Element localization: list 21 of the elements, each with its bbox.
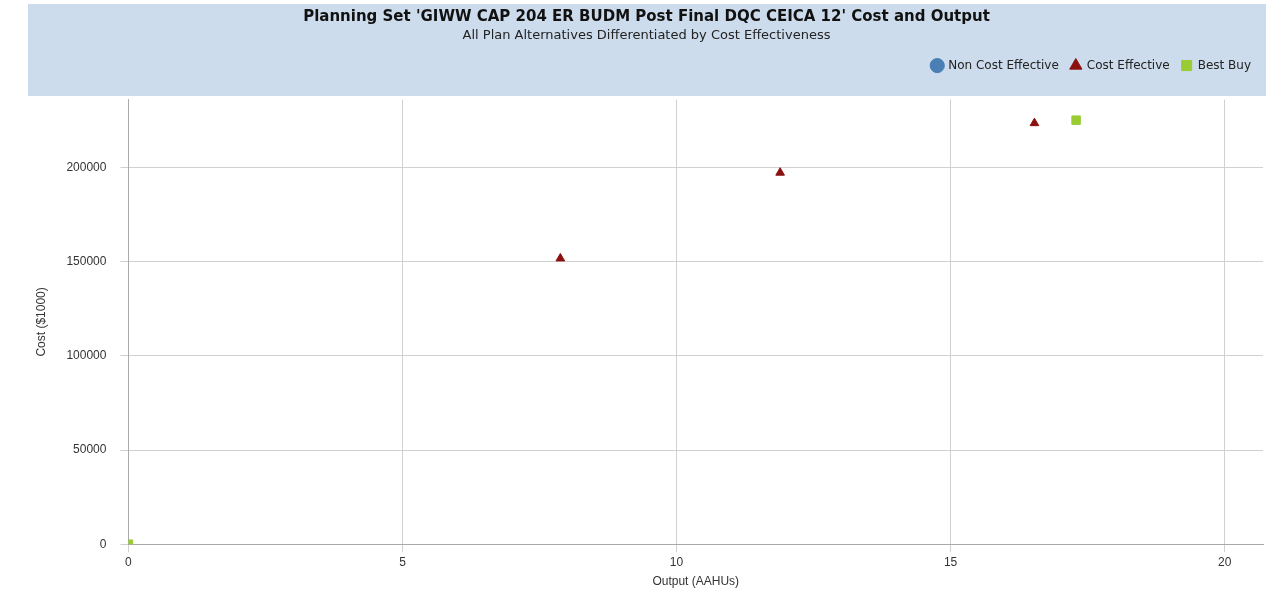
y-tick-label: 0 (99, 536, 107, 551)
point (555, 252, 566, 262)
y-tick-label: 150000 (66, 253, 107, 268)
point (1029, 117, 1040, 127)
x-tick-label: 5 (399, 554, 407, 569)
y-tick-label: 200000 (66, 159, 107, 174)
point (1071, 115, 1081, 125)
legend-label: Cost Effective (1086, 57, 1170, 72)
legend-label: Non Cost Effective (948, 57, 1059, 72)
y-tick-label: 50000 (73, 442, 107, 457)
x-tick-label: 15 (943, 554, 958, 569)
chart-subtitle: All Plan Alternatives Differentiated by Cost Effectiveness (462, 27, 831, 43)
legend-label: Best Buy (1197, 57, 1251, 72)
x-tick-label: 10 (669, 554, 684, 569)
x-tick-label: 20 (1217, 554, 1232, 569)
y-tick-label: 100000 (66, 348, 107, 363)
x-axis-title: Output (AAHUs) (652, 574, 740, 589)
point (775, 167, 785, 176)
chart-title: Planning Set 'GIWW CAP 204 ER BUDM Post Final DQC CEICA 12' Cost and Output (303, 6, 990, 25)
x-tick-label: 0 (125, 554, 133, 569)
y-axis-title: Cost ($1000) (33, 287, 48, 357)
